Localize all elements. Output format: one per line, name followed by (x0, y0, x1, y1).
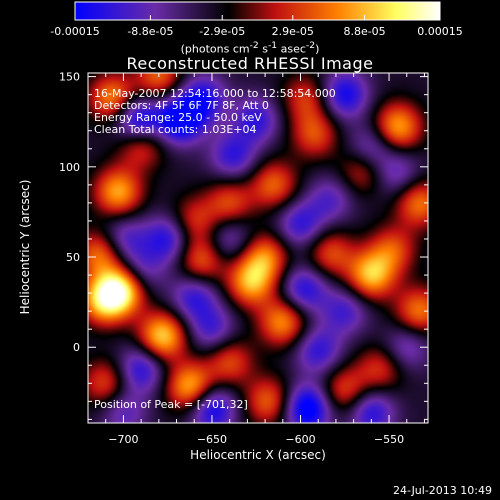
colorbar-tick-label: -2.9e-05 (199, 25, 246, 38)
plot-frame (87, 72, 429, 424)
colorbar-tick-label: -8.8e-05 (127, 25, 174, 38)
detectors-text: Detectors: 4F 5F 6F 7F 8F, Att 0 (94, 99, 269, 112)
peak-position-text: Position of Peak = [-701,32] (94, 398, 248, 411)
y-tick-label: 100 (59, 161, 80, 174)
y-axis-label: Heliocentric Y (arcsec) (18, 179, 32, 315)
x-tick-label: −650 (197, 433, 227, 446)
annotation-block: 16-May-2007 12:54:16.000 to 12:58:54.000… (94, 88, 336, 136)
colorbar-ticks (74, 15, 441, 20)
colorbar (74, 1, 441, 21)
y-tick-label: 50 (66, 251, 80, 264)
x-axis-label: Heliocentric X (arcsec) (190, 448, 326, 462)
y-tick-label: 150 (59, 71, 80, 84)
colorbar-labels: -0.00015 -8.8e-05 -2.9e-05 2.9e-05 8.8e-05 0.… (0, 0, 500, 40)
y-tick-label: 0 (73, 341, 80, 354)
x-tick-label: −550 (374, 433, 404, 446)
colorbar-gradient (74, 1, 441, 21)
colorbar-tick-label: 0.00015 (417, 25, 463, 38)
footer-date: 24-Jul-2013 10:49 (392, 484, 492, 497)
x-tick-label: −700 (108, 433, 138, 446)
colorbar-tick-label: 8.8e-05 (343, 25, 386, 38)
time-range-text: 16-May-2007 12:54:16.000 to 12:58:54.000 (94, 87, 336, 100)
colorbar-tick-label: -0.00015 (50, 25, 100, 38)
method-text: Clean Total counts: 1.03E+04 (94, 123, 257, 136)
energy-range-text: Energy Range: 25.0 - 50.0 keV (94, 111, 262, 124)
heatmap-image (88, 73, 428, 423)
colorbar-tick-label: 2.9e-05 (271, 25, 314, 38)
chart-title: Reconstructed RHESSI Image (126, 54, 374, 73)
colorbar-units: (photons cm-2 s-1 asec-2) (180, 40, 320, 56)
x-tick-label: −600 (285, 433, 315, 446)
plot-area: −700 −650 −600 −550 0 50 100 150 (59, 71, 429, 446)
axis-ticks: −700 −650 −600 −550 0 50 100 150 (59, 71, 428, 446)
